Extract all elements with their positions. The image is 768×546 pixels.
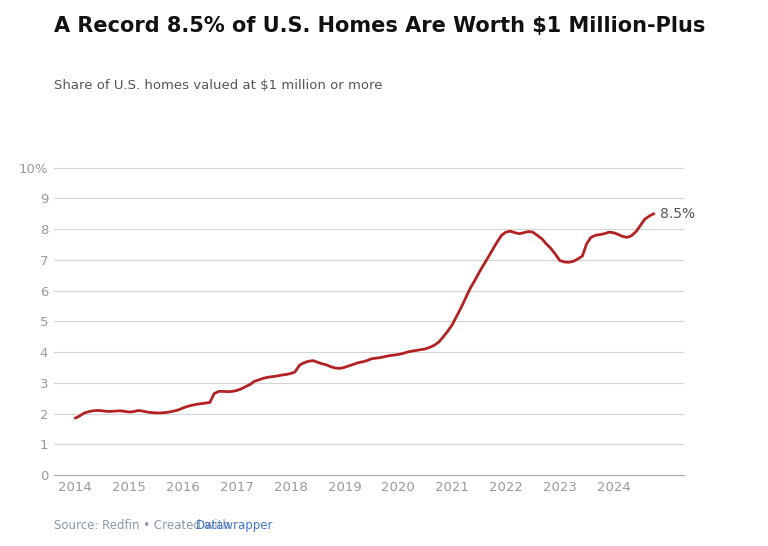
Text: Share of U.S. homes valued at $1 million or more: Share of U.S. homes valued at $1 million…: [54, 79, 382, 92]
Text: A Record 8.5% of U.S. Homes Are Worth $1 Million-Plus: A Record 8.5% of U.S. Homes Are Worth $1…: [54, 16, 705, 37]
Text: 8.5%: 8.5%: [660, 207, 696, 221]
Text: Datawrapper: Datawrapper: [196, 519, 273, 532]
Text: Source: Redfin • Created with: Source: Redfin • Created with: [54, 519, 233, 532]
